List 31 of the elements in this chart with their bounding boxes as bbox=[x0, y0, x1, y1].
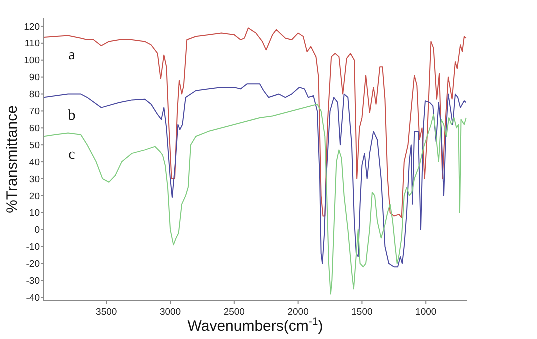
y-tick-label: 30 bbox=[29, 174, 40, 186]
y-tick-label: 40 bbox=[29, 157, 40, 168]
y-tick-label: 50 bbox=[29, 140, 40, 152]
line-series bbox=[44, 104, 467, 295]
y-tick-label: 100 bbox=[24, 56, 40, 67]
series-label: a bbox=[68, 48, 76, 64]
series-label: c bbox=[68, 146, 76, 163]
x-tick-label: 3500 bbox=[96, 307, 118, 318]
y-tick-label: -10 bbox=[26, 242, 40, 254]
y-tick-label: -40 bbox=[26, 292, 40, 304]
y-axis-title: %Transmittance bbox=[4, 106, 21, 214]
x-tick-label: 2500 bbox=[224, 307, 245, 318]
y-tick-label: -30 bbox=[26, 276, 40, 287]
y-tick-label: 120 bbox=[24, 22, 40, 33]
x-tick-label: 1000 bbox=[416, 307, 437, 318]
y-tick-label: 10 bbox=[29, 208, 40, 220]
y-tick-label: 0 bbox=[34, 225, 40, 236]
x-tick-label: 3000 bbox=[160, 307, 182, 318]
y-tick-label: 20 bbox=[29, 191, 40, 202]
y-tick-label: 70 bbox=[29, 106, 40, 118]
x-tick-label: 2000 bbox=[288, 307, 309, 318]
line-series bbox=[44, 84, 467, 268]
y-tick-label: 110 bbox=[24, 38, 40, 50]
y-tick-label: 80 bbox=[29, 90, 40, 101]
y-tick-label: 90 bbox=[29, 72, 40, 84]
line-series bbox=[44, 28, 467, 218]
x-axis-title: Wavenumbers(cm$^{-1}$) bbox=[188, 316, 324, 335]
series-label: b bbox=[68, 108, 76, 124]
y-tick-label: 60 bbox=[29, 123, 40, 134]
x-tick-label: 1500 bbox=[352, 307, 373, 318]
y-tick-label: -20 bbox=[26, 259, 40, 270]
